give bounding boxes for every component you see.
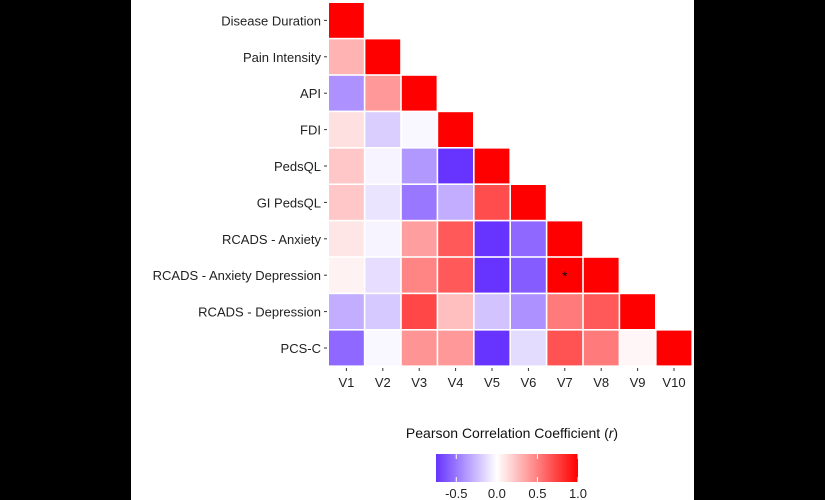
heatmap-cell <box>401 75 437 111</box>
legend-colorbar <box>436 454 578 482</box>
heatmap-cell <box>438 330 473 366</box>
color-legend: Pearson Correlation Coefficient (r) -0.5… <box>406 425 618 500</box>
heatmap-cell <box>583 294 619 329</box>
heatmap-cell <box>401 330 437 366</box>
heatmap-cell <box>365 112 401 147</box>
legend-tick-label: -0.5 <box>445 486 467 500</box>
heatmap-cell <box>401 148 437 184</box>
heatmap-cell <box>474 294 510 329</box>
heatmap-cell <box>438 148 473 184</box>
heatmap-cell <box>329 148 364 184</box>
heatmap-cell <box>329 257 364 293</box>
heatmap-cell <box>583 257 619 293</box>
x-tick-label: V7 <box>557 375 573 390</box>
heatmap-cell <box>329 3 364 38</box>
x-tick-label: V4 <box>448 375 464 390</box>
heatmap-cell <box>583 330 619 366</box>
y-tick-labels: Disease Duration Pain Intensity API FDI Peds… <box>153 13 327 356</box>
legend-tick-label: 0.0 <box>488 486 506 500</box>
x-tick-label: V3 <box>411 375 427 390</box>
y-tick-label: RCADS - Anxiety <box>222 232 321 247</box>
y-tick-label: GI PedsQL <box>257 195 321 210</box>
heatmap-cell <box>401 294 437 329</box>
heatmap-cell <box>547 330 583 366</box>
heatmap-cell <box>438 257 473 293</box>
x-tick-label: V9 <box>630 375 646 390</box>
heatmap-cell <box>511 330 546 366</box>
heatmap-cell <box>547 294 583 329</box>
heatmap-cell <box>438 112 473 147</box>
heatmap-cell <box>365 221 401 257</box>
y-tick-label: RCADS - Anxiety Depression <box>153 268 321 283</box>
heatmap-cell <box>329 294 364 329</box>
heatmap-cell <box>329 39 364 75</box>
heatmap-cell <box>474 185 510 220</box>
heatmap-cell <box>401 185 437 220</box>
heatmap-cell <box>365 185 401 220</box>
x-tick-labels: V1 V2 V3 V4 V5 V6 V7 V8 V9 V10 <box>338 368 686 390</box>
heatmap-cell <box>401 257 437 293</box>
heatmap-cell <box>511 185 546 220</box>
significance-annotation: * <box>562 268 568 284</box>
heatmap-cells: * <box>329 3 692 366</box>
heatmap-cell <box>511 257 546 293</box>
x-tick-label: V10 <box>662 375 685 390</box>
heatmap-cell <box>365 75 401 111</box>
heatmap-cell <box>547 257 583 293</box>
heatmap-cell <box>365 148 401 184</box>
legend-title: Pearson Correlation Coefficient (r) <box>406 425 618 441</box>
x-tick-label: V5 <box>484 375 500 390</box>
heatmap-cell <box>547 221 583 257</box>
x-tick-label: V2 <box>375 375 391 390</box>
legend-tick-label: 1.0 <box>569 486 587 500</box>
heatmap-cell <box>474 148 510 184</box>
heatmap-cell <box>511 221 546 257</box>
heatmap-cell <box>620 294 655 329</box>
heatmap-cell <box>329 330 364 366</box>
heatmap-cell <box>329 221 364 257</box>
heatmap-cell <box>365 330 401 366</box>
y-tick-label: PCS-C <box>281 341 321 356</box>
heatmap-cell <box>656 330 692 366</box>
legend-ticks: -0.5 0.0 0.5 1.0 <box>445 454 587 500</box>
y-tick-label: Pain Intensity <box>243 50 322 65</box>
heatmap-cell <box>329 112 364 147</box>
heatmap-cell <box>329 75 364 111</box>
heatmap-cell <box>511 294 546 329</box>
heatmap-cell <box>438 185 473 220</box>
heatmap-cell <box>365 257 401 293</box>
y-tick-label: RCADS - Depression <box>198 305 321 320</box>
heatmap-cell <box>438 294 473 329</box>
heatmap-cell <box>401 221 437 257</box>
x-tick-label: V1 <box>338 375 354 390</box>
heatmap-cell <box>401 112 437 147</box>
heatmap-cell <box>365 294 401 329</box>
y-tick-label: FDI <box>300 123 321 138</box>
y-tick-label: Disease Duration <box>221 13 321 28</box>
y-tick-label: API <box>300 86 321 101</box>
legend-tick-label: 0.5 <box>528 486 546 500</box>
heatmap-cell <box>474 257 510 293</box>
y-tick-label: PedsQL <box>274 159 321 174</box>
heatmap-cell <box>474 330 510 366</box>
x-tick-label: V8 <box>593 375 609 390</box>
heatmap-cell <box>438 221 473 257</box>
x-tick-label: V6 <box>520 375 536 390</box>
heatmap-cell <box>474 221 510 257</box>
heatmap-cell <box>620 330 655 366</box>
heatmap-cell <box>329 185 364 220</box>
heatmap-cell <box>365 39 401 75</box>
